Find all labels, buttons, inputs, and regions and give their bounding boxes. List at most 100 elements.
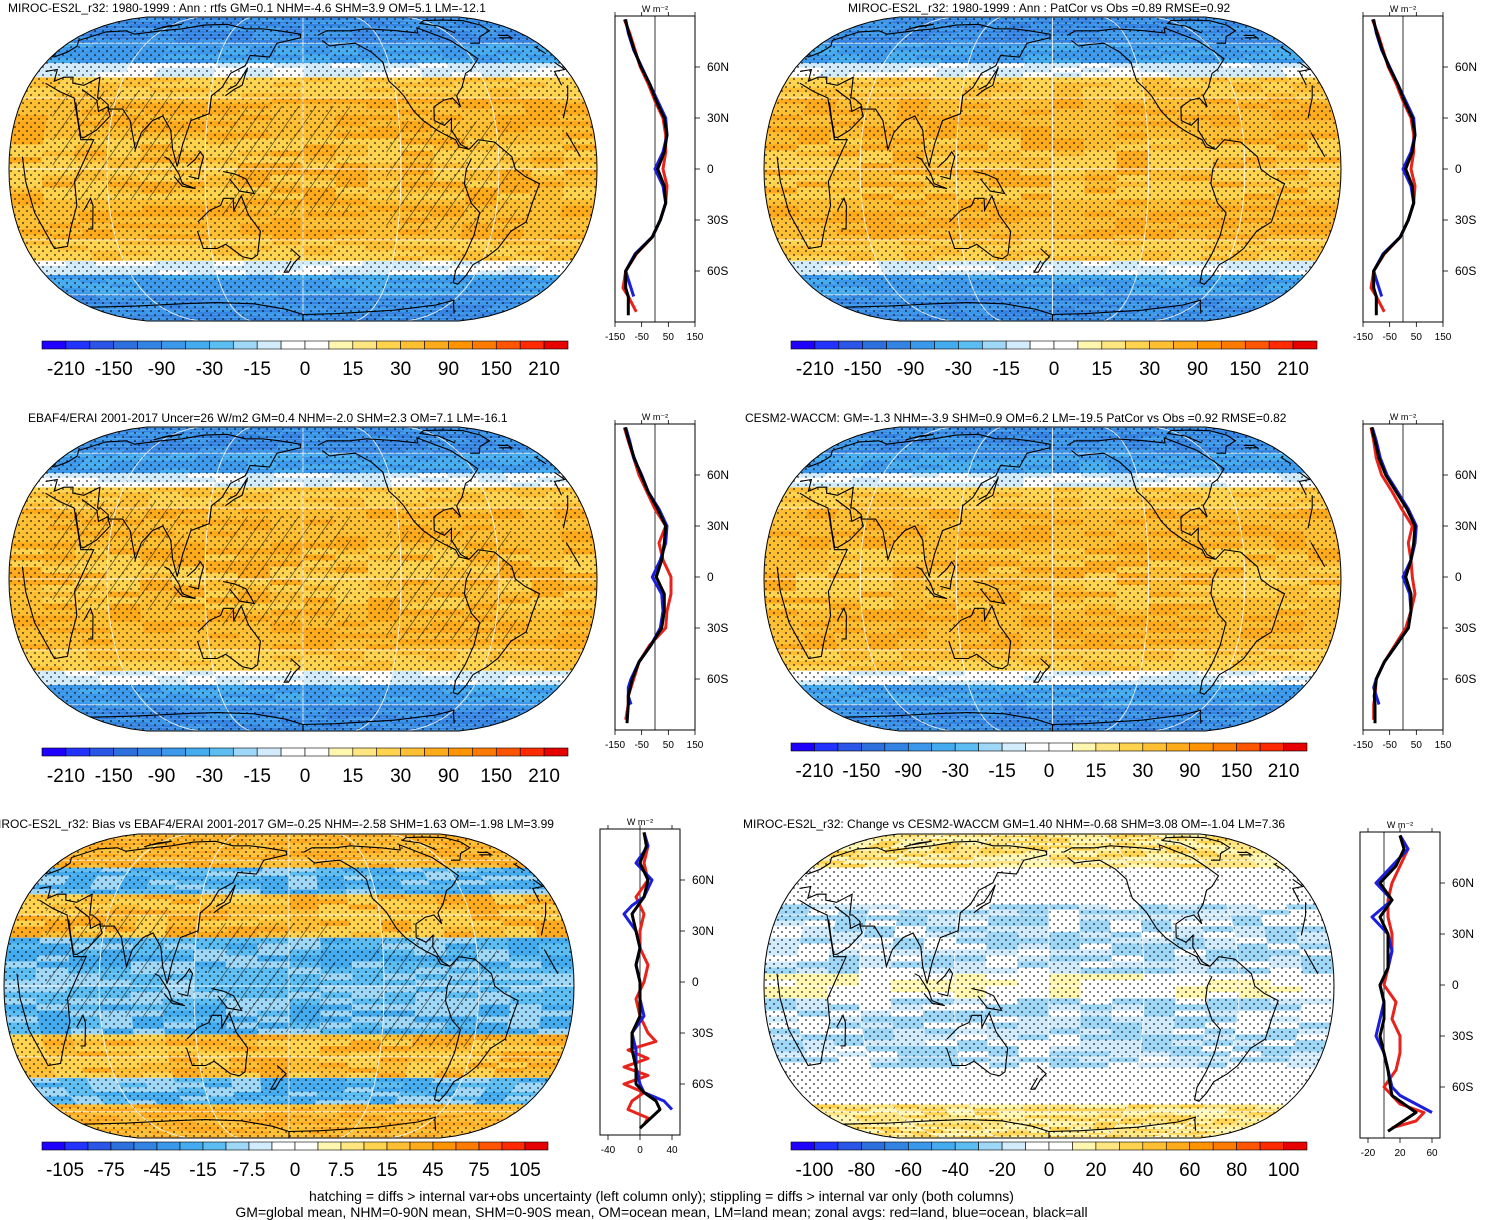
colorbar-box	[1166, 1142, 1189, 1150]
colorbar-box	[353, 748, 377, 756]
colorbar-box	[401, 341, 425, 349]
series-all	[632, 832, 660, 1128]
y-tick-label: 60N	[1452, 876, 1474, 890]
colorbar-box	[162, 748, 186, 756]
colorbar-box	[1072, 743, 1095, 751]
colorbar-box	[233, 748, 257, 756]
colorbar-box	[305, 748, 329, 756]
series-all	[625, 427, 666, 723]
colorbar-label: -40	[941, 1160, 968, 1181]
colorbar-label: 210	[1268, 761, 1300, 782]
colorbar-box	[502, 1142, 525, 1150]
colorbar-box	[456, 1142, 479, 1150]
colorbar-box	[979, 743, 1002, 751]
colorbar-label: 150	[480, 766, 512, 787]
colorbar-box	[1143, 1142, 1166, 1150]
colorbar-box	[233, 341, 257, 349]
colorbar-box	[1030, 341, 1054, 349]
x-tick-label: -50	[634, 740, 649, 751]
colorbar-box	[341, 1142, 364, 1150]
x-tick-label: -50	[634, 332, 649, 343]
colorbar-box	[525, 1142, 548, 1150]
zonal-mean-svg: -20 20 60 W m⁻² 60N 30N 0 30S 60S	[1330, 818, 1493, 1168]
y-tick-label: 30N	[1455, 111, 1477, 125]
colorbar-label: 75	[468, 1160, 489, 1181]
y-tick-label: 30S	[1455, 621, 1476, 635]
x-tick-label: 0	[637, 1145, 643, 1156]
colorbar-box	[838, 743, 861, 751]
colorbar-box	[1245, 341, 1269, 349]
colorbar-box	[1150, 341, 1174, 349]
y-tick-label: 0	[707, 570, 714, 584]
zonal-mean-chart: -20 20 60 W m⁻² 60N 30N 0 30S 60S	[1330, 818, 1493, 1173]
colorbar-label: 7.5	[328, 1160, 354, 1181]
colorbar-label: -150	[842, 761, 880, 782]
colorbar-label: 40	[1132, 1160, 1153, 1181]
colorbar-label: 30	[390, 766, 411, 787]
colorbar-box	[387, 1142, 410, 1150]
colorbar-label: 90	[438, 359, 459, 380]
colorbar-label: -90	[895, 761, 922, 782]
colorbar-label: -15	[189, 1160, 216, 1181]
colorbar-box	[249, 1142, 272, 1150]
colorbar-box	[1126, 341, 1150, 349]
robinson-map	[760, 423, 1345, 735]
x-tick-label: 150	[687, 332, 704, 343]
panel-change: MIROC-ES2L_r32: Change vs CESM2-WACCM GM…	[748, 810, 1493, 1215]
colorbar-svg: -210 -150 -90 -30 -15 0 15 30 90 150 210	[40, 746, 570, 792]
colorbar-box	[1049, 743, 1072, 751]
x-axis-label: W m⁻²	[642, 4, 668, 14]
colorbar-svg: -105 -75 -45 -15 -7.5 0 7.5 15 45 75 105	[40, 1140, 550, 1186]
map	[760, 13, 1345, 325]
colorbar-label: 0	[1044, 761, 1055, 782]
series-ocean	[1372, 835, 1432, 1112]
map	[760, 423, 1345, 735]
colorbar-label: 210	[528, 766, 560, 787]
colorbar-label: 45	[422, 1160, 443, 1181]
colorbar-box	[885, 743, 908, 751]
colorbar-box	[887, 341, 911, 349]
colorbar-box	[1293, 341, 1317, 349]
colorbar-box	[257, 748, 281, 756]
x-axis-label: W m⁻²	[1390, 4, 1416, 14]
colorbar-box	[272, 1142, 295, 1150]
colorbar-box	[1119, 1142, 1142, 1150]
y-tick-label: 30N	[707, 111, 729, 125]
y-tick-label: 60S	[707, 672, 728, 686]
colorbar-box	[42, 341, 66, 349]
colorbar-label: -30	[196, 766, 223, 787]
colorbar-label: -30	[196, 359, 223, 380]
colorbar-box	[114, 341, 138, 349]
zonal-mean-chart: -40 0 40 W m⁻² 60N 30N 0 30S 60S	[570, 815, 740, 1170]
colorbar-label: 15	[342, 359, 363, 380]
colorbar-box	[1221, 341, 1245, 349]
colorbar-box	[955, 1142, 978, 1150]
colorbar-box	[281, 341, 305, 349]
colorbar-box	[472, 748, 496, 756]
colorbar-box	[815, 341, 839, 349]
x-tick-label: -20	[1361, 1148, 1376, 1159]
y-tick-label: 30S	[1452, 1029, 1473, 1043]
colorbar-label: 0	[1044, 1160, 1055, 1181]
zonal-mean-svg: -150 -50 50 150 W m⁻² 60N 30N 0 30S 60S	[1333, 2, 1493, 352]
series-all	[1373, 19, 1415, 315]
map	[0, 830, 578, 1142]
y-tick-label: 60S	[692, 1077, 713, 1091]
colorbar-label: -15	[243, 766, 270, 787]
colorbar-box	[1197, 341, 1221, 349]
y-tick-label: 30S	[1455, 213, 1476, 227]
x-tick-label: -40	[601, 1145, 616, 1156]
colorbar-box	[433, 1142, 456, 1150]
colorbar-label: -150	[95, 766, 133, 787]
colorbar-box	[448, 341, 472, 349]
colorbar-box	[838, 1142, 861, 1150]
colorbar-box	[1174, 341, 1198, 349]
y-tick-label: 60N	[1455, 468, 1477, 482]
y-tick-label: 60S	[1455, 672, 1476, 686]
colorbar-box	[185, 748, 209, 756]
robinson-map	[5, 13, 601, 325]
x-tick-label: -50	[1382, 332, 1397, 343]
colorbar-box	[863, 341, 887, 349]
x-tick-label: 50	[1411, 332, 1423, 343]
colorbar-label: 105	[509, 1160, 541, 1181]
